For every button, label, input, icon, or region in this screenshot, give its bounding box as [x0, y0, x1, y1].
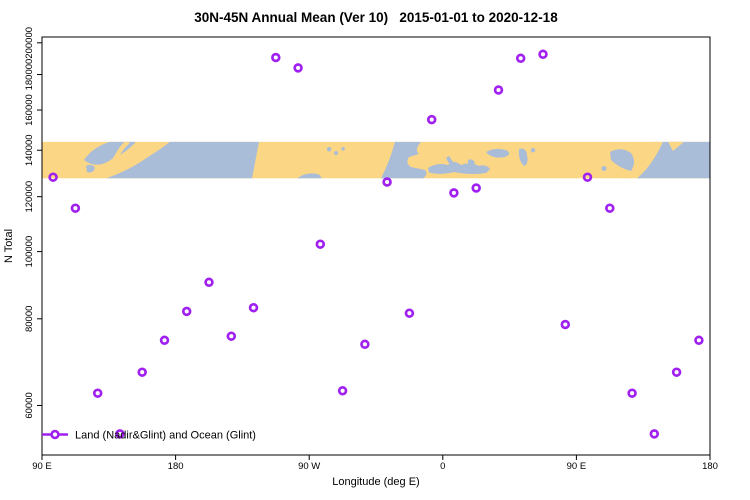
- map-ocean-shape: [297, 173, 322, 179]
- y-tick-label: 140000: [24, 134, 35, 166]
- data-point: [471, 183, 481, 193]
- data-point: [204, 277, 214, 288]
- data-point: [115, 429, 125, 439]
- data-point: [404, 308, 415, 318]
- map-ocean-shape: [334, 151, 339, 155]
- x-tick-label: 90 E: [32, 461, 52, 472]
- x-tick-label: 90 E: [567, 461, 587, 472]
- data-point: [70, 203, 81, 213]
- x-tick-label: 0: [440, 461, 445, 472]
- scatter-points: [48, 49, 704, 439]
- x-tick-label: 180: [168, 461, 184, 472]
- data-point: [92, 388, 103, 398]
- x-tick-label: 90 W: [298, 461, 320, 472]
- y-axis-title: N Total: [3, 229, 15, 263]
- map-ocean-shape: [601, 166, 607, 171]
- y-tick-label: 180000: [24, 59, 35, 91]
- data-point: [159, 335, 170, 346]
- map-ocean-shape: [446, 156, 455, 167]
- data-point: [694, 335, 704, 346]
- data-point: [538, 49, 548, 60]
- data-point: [48, 172, 58, 182]
- data-point: [315, 239, 326, 249]
- map-ocean-shape: [486, 148, 510, 158]
- data-point: [181, 306, 192, 317]
- legend: Land (Nadir&Glint) and Ocean (Glint): [42, 430, 256, 442]
- map-ocean-shape: [106, 141, 259, 179]
- map-ocean-shape: [610, 149, 634, 171]
- data-point: [493, 85, 504, 95]
- data-point: [605, 203, 615, 213]
- map-ocean-shape: [428, 162, 490, 175]
- map-ocean-shape: [326, 147, 332, 152]
- y-tick-label: 80000: [24, 306, 35, 332]
- data-point: [515, 53, 526, 64]
- map-ocean-shape: [468, 159, 475, 166]
- axes: 90 E 180 90 W 0 90 E 180 60000 80000 100000 12000…: [24, 27, 718, 472]
- data-point: [560, 319, 571, 330]
- data-point: [426, 114, 437, 125]
- map-band-30n-45n: [42, 141, 710, 179]
- data-point: [382, 177, 392, 187]
- map-ocean-shape: [381, 141, 427, 179]
- data-point: [248, 302, 259, 313]
- map-ocean-shape: [341, 147, 345, 151]
- data-point: [293, 63, 303, 73]
- y-tick-label: 60000: [24, 392, 35, 418]
- map-ocean-shape: [518, 148, 528, 166]
- data-point: [226, 331, 237, 341]
- map-ocean-shape: [637, 141, 710, 179]
- data-point: [649, 429, 660, 439]
- y-tick-label: 160000: [24, 94, 35, 126]
- y-tick-label: 120000: [24, 181, 35, 213]
- data-point: [582, 172, 593, 182]
- y-tick-label: 200000: [24, 27, 35, 59]
- y-tick-label: 100000: [24, 236, 35, 268]
- legend-label: Land (Nadir&Glint) and Ocean (Glint): [75, 430, 256, 442]
- chart-title: 30N-45N Annual Mean (Ver 10) 2015-01-01 …: [194, 10, 558, 25]
- data-point: [137, 367, 147, 377]
- x-axis-title: Longitude (deg E): [332, 476, 419, 488]
- data-point: [360, 339, 370, 350]
- data-point: [449, 188, 459, 198]
- map-land-kamchatka: [668, 141, 684, 151]
- x-tick-label: 180: [702, 461, 718, 472]
- plot-border: [41, 36, 711, 456]
- map-ocean-shape: [86, 164, 95, 173]
- data-point: [671, 367, 682, 377]
- map-land-japan-arc: [627, 141, 659, 179]
- map-land-japan-arc: [97, 141, 130, 179]
- data-point: [337, 386, 348, 396]
- map-ocean-shape: [396, 163, 400, 167]
- data-point: [627, 388, 637, 398]
- map-ocean-shape: [530, 148, 536, 153]
- data-point: [271, 52, 281, 63]
- legend-marker-icon: [50, 429, 60, 440]
